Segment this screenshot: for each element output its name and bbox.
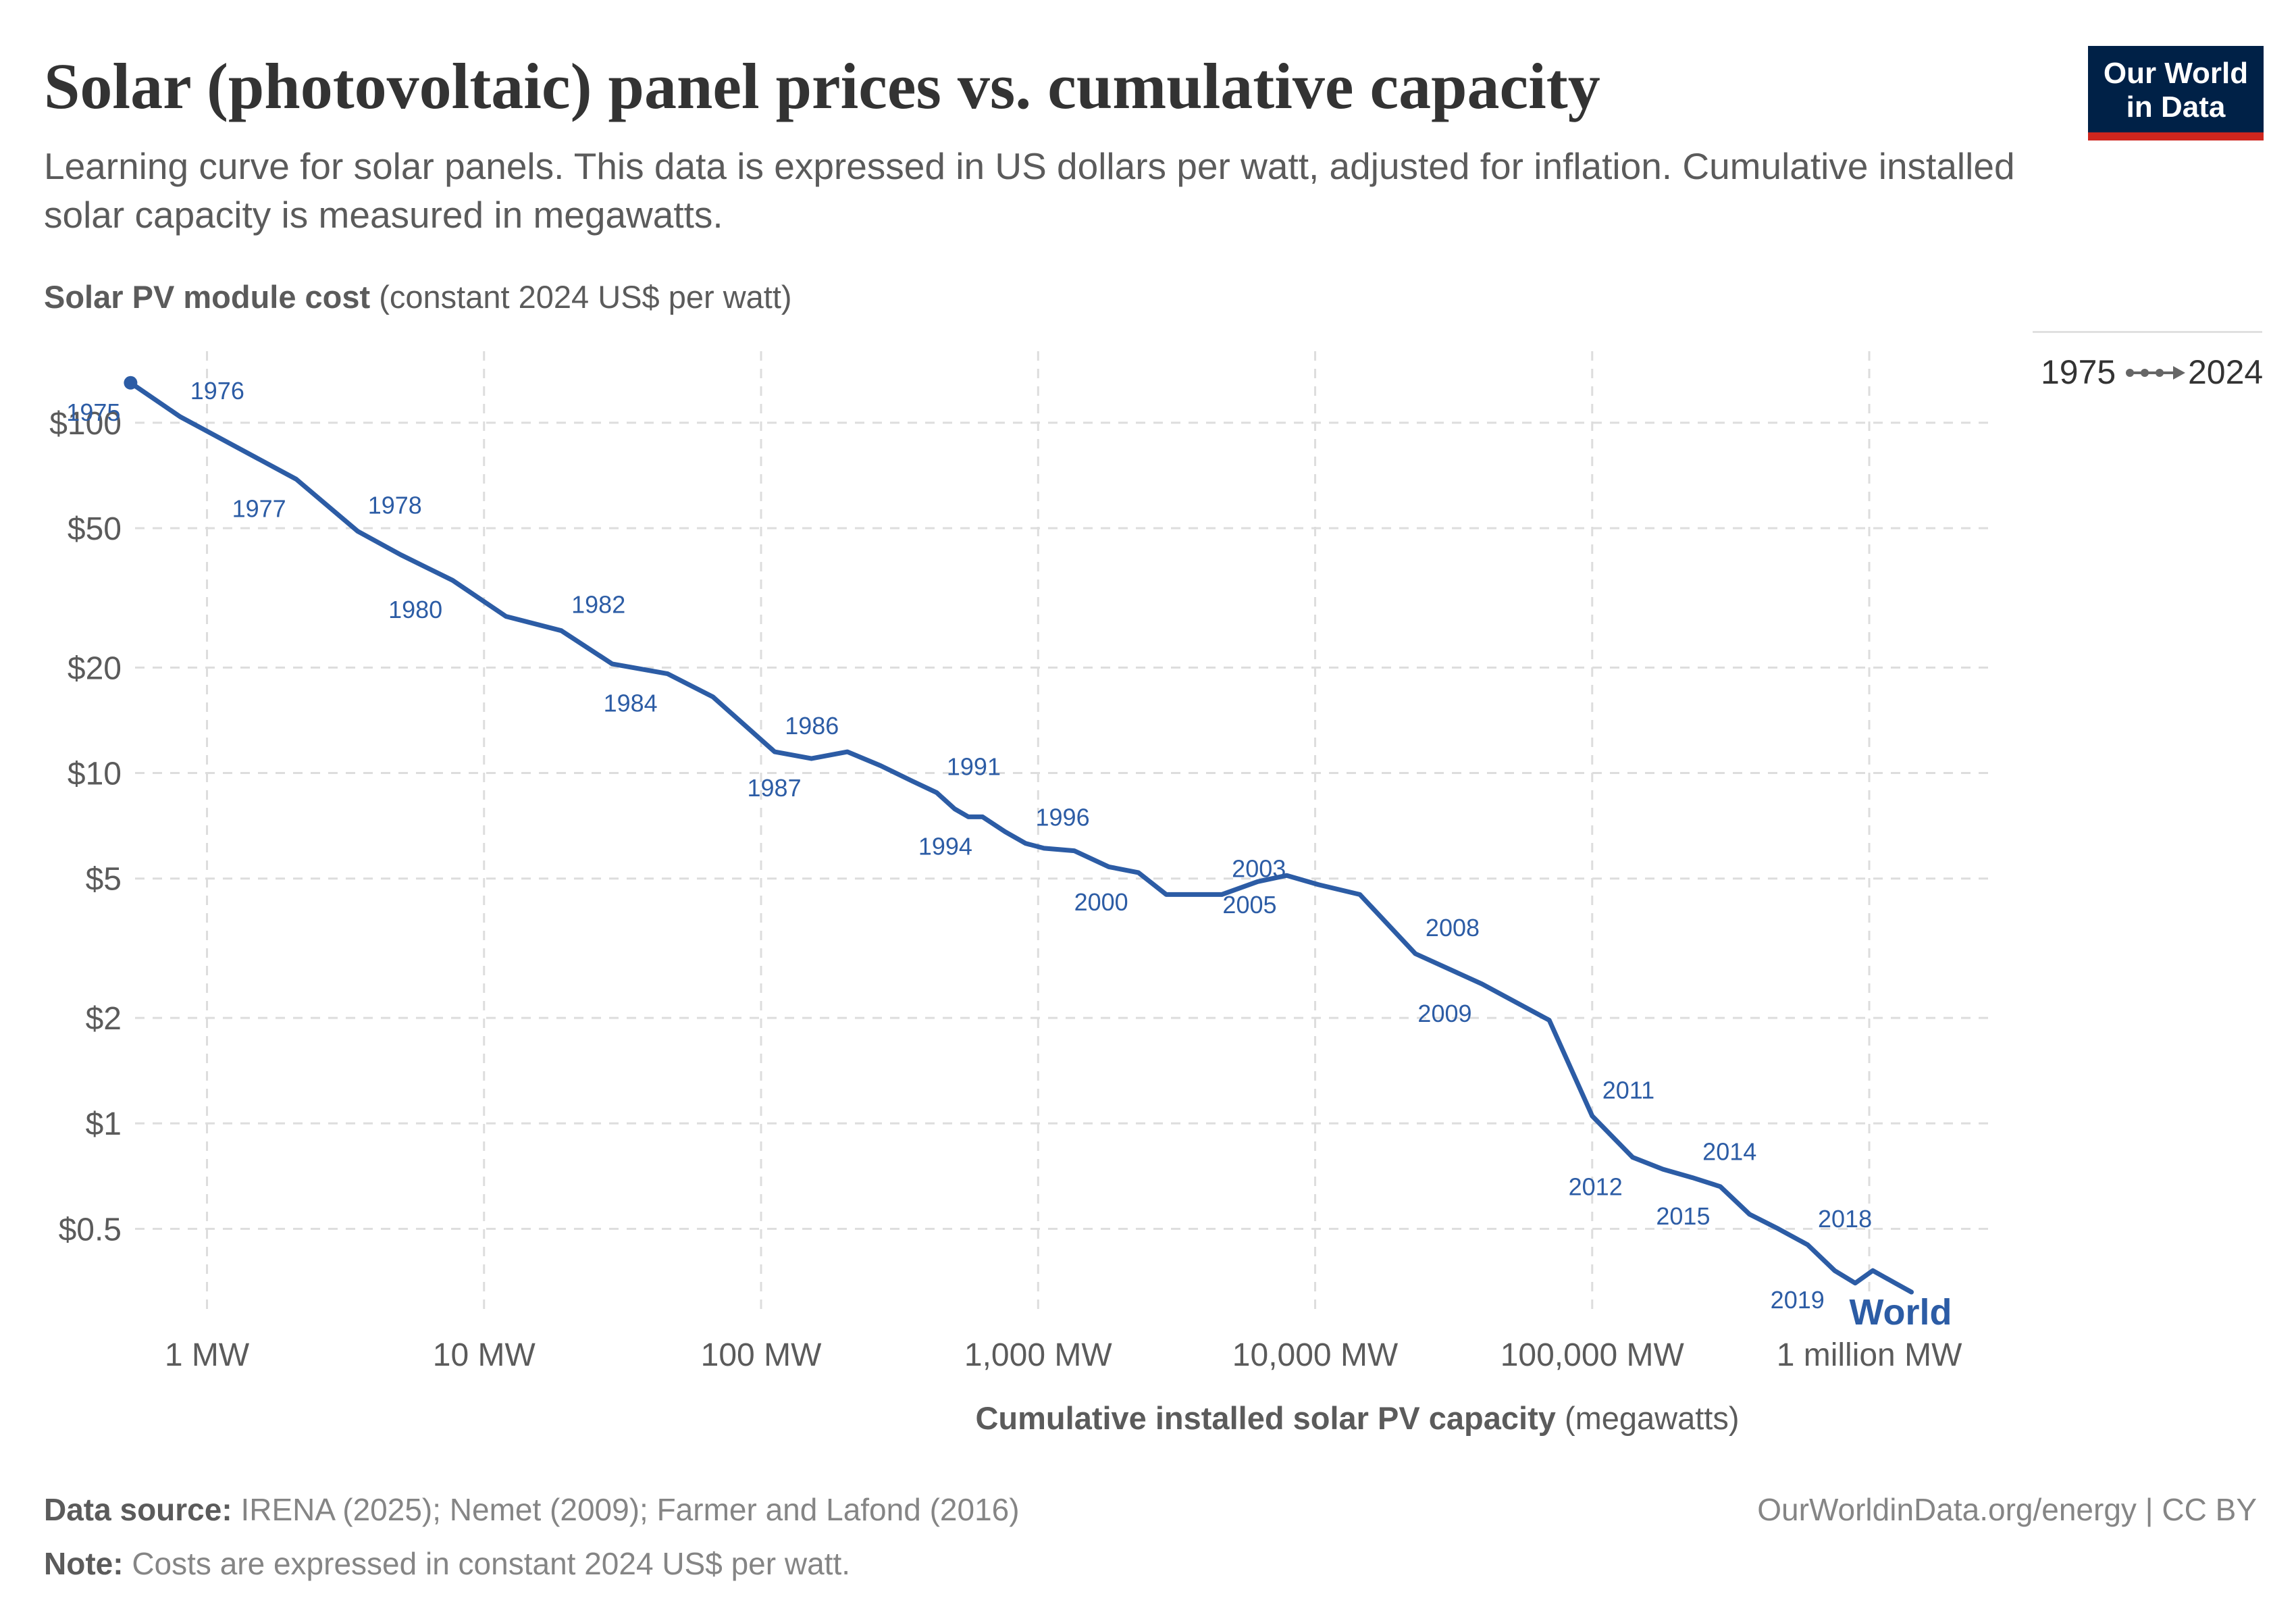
x-tick-label: 1 million MW	[1777, 1337, 1962, 1373]
year-label: 2008	[1426, 914, 1480, 942]
chart-note: Note: Costs are expressed in constant 20…	[44, 1545, 850, 1582]
data-source-label: Data source:	[44, 1492, 232, 1527]
y-tick-label: $50	[68, 511, 122, 547]
year-label: 2009	[1417, 1000, 1471, 1027]
year-label: 1991	[947, 752, 1001, 780]
x-tick-label: 10,000 MW	[1232, 1337, 1399, 1373]
x-tick-label: 10 MW	[433, 1337, 536, 1373]
year-label: 1980	[388, 596, 442, 623]
year-label: 1987	[748, 774, 802, 802]
year-label: 2019	[1771, 1286, 1825, 1314]
year-label: 2000	[1074, 888, 1128, 916]
logo-line-2: in Data	[2126, 91, 2226, 124]
series-line-world	[128, 380, 1914, 1295]
x-tick-label: 1 MW	[165, 1337, 250, 1373]
y-axis-title-unit: (constant 2024 US$ per watt)	[379, 279, 792, 315]
year-label: 1986	[785, 712, 839, 740]
y-axis-title-bold: Solar PV module cost	[44, 279, 371, 315]
y-tick-label: $100	[49, 406, 122, 442]
x-axis-title: Cumulative installed solar PV capacity (…	[0, 1399, 2296, 1437]
year-label: 1976	[190, 377, 244, 405]
owid-logo[interactable]: Our World in Data	[2088, 46, 2264, 140]
timeline-start-year[interactable]: 1975	[2041, 353, 2116, 391]
source-link[interactable]: OurWorldinData.org/energy | CC BY	[1757, 1492, 2257, 1527]
y-tick-label: $5	[86, 862, 122, 898]
x-axis-title-bold: Cumulative installed solar PV capacity	[975, 1400, 1556, 1436]
year-label: 1984	[604, 690, 658, 717]
timeline-end-year[interactable]: 2024	[2188, 353, 2264, 391]
grid-lines	[135, 351, 1989, 1317]
series-start-point	[124, 376, 138, 390]
x-axis-ticks: 1 MW 10 MW 100 MW 1,000 MW 10,000 MW 100,000 …	[165, 1337, 1962, 1373]
x-tick-label: 100,000 MW	[1501, 1337, 1685, 1373]
note-label: Note:	[44, 1546, 124, 1581]
chart-title: Solar (photovoltaic) panel prices vs. cu…	[44, 50, 1600, 122]
series-world	[124, 376, 1914, 1295]
y-tick-label: $0.5	[59, 1212, 122, 1247]
year-label: 1975	[66, 398, 120, 426]
year-label: 2014	[1702, 1138, 1756, 1166]
logo-line-1: Our World	[2103, 57, 2249, 90]
year-label: 2003	[1232, 854, 1286, 882]
year-label: 1996	[1036, 804, 1090, 831]
data-source: Data source: IRENA (2025); Nemet (2009);…	[44, 1491, 1020, 1528]
x-tick-label: 1,000 MW	[964, 1337, 1112, 1373]
year-label: 2012	[1569, 1173, 1623, 1201]
y-tick-label: $20	[68, 650, 122, 686]
year-label: 2005	[1222, 891, 1276, 919]
note-text: Costs are expressed in constant 2024 US$…	[132, 1546, 851, 1581]
year-label: 1977	[232, 494, 286, 522]
year-label: 2011	[1602, 1076, 1654, 1104]
year-label: 2018	[1818, 1205, 1872, 1233]
y-tick-label: $2	[86, 1001, 122, 1037]
data-source-text[interactable]: IRENA (2025); Nemet (2009); Farmer and L…	[240, 1492, 1020, 1527]
timeline-arrow-icon[interactable]	[2126, 365, 2185, 381]
year-label: 2015	[1656, 1202, 1710, 1230]
year-label: 1982	[571, 591, 625, 619]
y-tick-label: $10	[68, 756, 122, 792]
chart-subtitle: Learning curve for solar panels. This da…	[44, 145, 2015, 236]
year-label: 1978	[368, 492, 422, 519]
year-labels: 1975 1976 1977 1978 1980 1982 1984 1986 1987 1991…	[66, 377, 1952, 1333]
year-label: 1994	[918, 832, 972, 860]
x-axis-title-unit: (megawatts)	[1564, 1400, 1740, 1436]
series-label-world: World	[1850, 1292, 1952, 1333]
timeline-divider	[2033, 331, 2262, 333]
y-tick-label: $1	[86, 1106, 122, 1142]
y-axis-ticks: $100 $50 $20 $10 $5 $2 $1 $0.5	[49, 406, 122, 1248]
y-axis-title: Solar PV module cost (constant 2024 US$ …	[44, 278, 792, 315]
x-tick-label: 100 MW	[701, 1337, 822, 1373]
